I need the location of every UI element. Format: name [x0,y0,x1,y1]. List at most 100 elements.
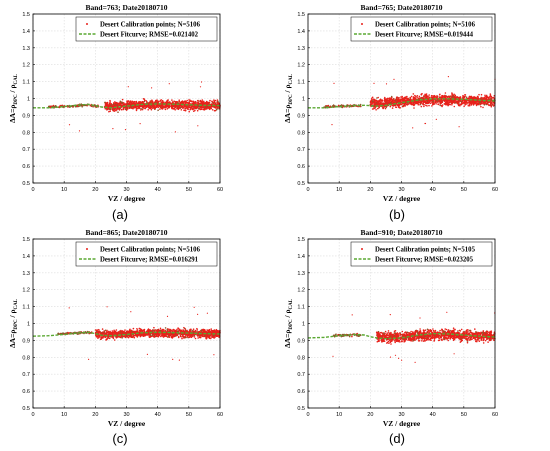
y-tick-label: 1.3 [297,46,305,52]
calibration-point [136,335,138,338]
calibration-point [112,331,114,334]
calibration-point [95,334,97,337]
calibration-point [170,330,172,332]
calibration-point [371,100,374,103]
calibration-point [439,99,441,102]
calibration-point [154,335,157,338]
calibration-point [202,101,205,104]
calibration-point [111,105,114,107]
calibration-point [484,101,486,103]
calibration-point [398,107,401,109]
calibration-point [181,337,183,340]
calibration-point [92,106,94,108]
calibration-point [420,102,423,104]
y-tick-label: 0.8 [22,130,30,136]
calibration-point [460,100,463,103]
calibration-point [216,103,219,106]
legend-label-points: Desert Calibration points; N=5106 [100,22,201,29]
calibration-point [208,334,211,336]
calibration-point [180,329,183,332]
calibration-point [204,331,206,334]
calibration-point [485,94,488,97]
calibration-point [457,97,460,99]
calibration-point [98,328,100,331]
calibration-point [209,99,211,102]
calibration-point [176,102,178,104]
calibration-point [105,331,108,333]
calibration-point [424,94,427,96]
x-tick-label: 20 [367,187,373,193]
outlier-point [68,124,71,126]
calibration-point [171,106,173,108]
calibration-point [193,330,196,333]
x-tick-label: 30 [398,187,404,193]
calibration-point [132,107,134,110]
y-axis-label-subscript: DPC [289,94,294,105]
calibration-point [134,330,136,333]
y-axis-label: ΔA=ρDPC / ρCAL [8,73,19,123]
calibration-point [398,96,400,99]
calibration-point [147,109,149,111]
calibration-point [113,108,115,111]
calibration-point [167,335,169,338]
calibration-point [370,99,373,101]
calibration-point [392,104,394,107]
calibration-point [158,105,161,108]
calibration-point [483,104,486,106]
calibration-point [172,329,174,331]
calibration-point [451,93,454,95]
calibration-point [425,102,427,105]
calibration-point [89,331,92,334]
legend-box [75,16,218,42]
calibration-point [171,101,174,103]
calibration-point [178,329,180,332]
calibration-point [188,104,191,107]
y-axis-label-part: / ρ [8,85,17,95]
calibration-point [168,105,171,108]
calibration-point [147,328,150,330]
calibration-point [125,108,127,110]
outlier-point [333,82,335,84]
calibration-point [117,332,119,334]
calibration-point [211,109,214,111]
calibration-point [166,103,168,105]
calibration-point [422,96,424,99]
calibration-point [132,101,134,103]
calibration-point [489,93,492,95]
calibration-point [430,94,433,97]
calibration-point [428,104,430,107]
calibration-point [127,332,129,334]
calibration-point [113,104,115,107]
calibration-point [381,100,383,103]
calibration-point [432,98,434,100]
calibration-point [449,100,451,102]
calibration-point [430,96,433,99]
calibration-point [164,335,167,337]
calibration-point [154,107,156,110]
calibration-point [184,334,187,336]
calibration-point [395,106,398,109]
calibration-point [177,107,180,110]
calibration-point [177,336,180,339]
chart-title: Band=763; Date20180710 [86,3,168,12]
calibration-point [210,328,212,330]
calibration-point [391,97,393,99]
calibration-point [199,336,202,339]
calibration-point [373,100,375,103]
calibration-point [205,108,208,110]
calibration-point [476,98,479,101]
calibration-point [186,334,188,337]
outlier-point [127,86,129,88]
calibration-point [192,100,195,103]
calibration-point [401,98,404,100]
calibration-point [120,108,123,111]
calibration-point [482,97,484,100]
calibration-point [197,101,200,103]
calibration-point [215,107,217,109]
calibration-point [455,96,457,98]
calibration-point [463,105,465,108]
calibration-point [188,110,190,113]
calibration-point [121,98,124,101]
calibration-point [129,331,132,334]
calibration-point [216,99,219,101]
